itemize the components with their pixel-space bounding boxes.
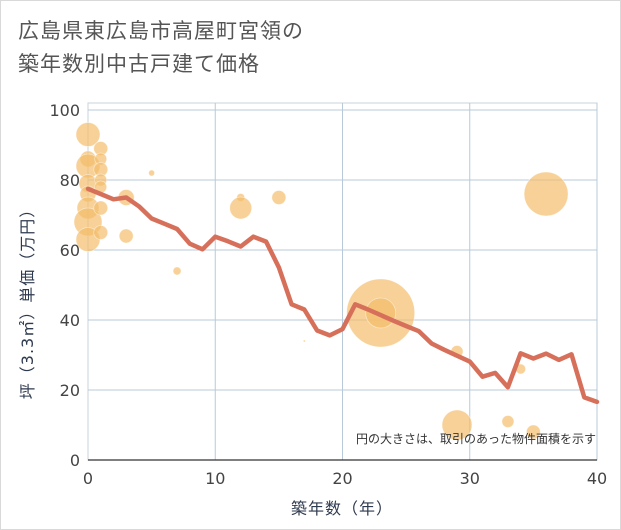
bubbles	[73, 122, 569, 441]
x-tick-label: 20	[332, 469, 352, 488]
x-tick-label: 40	[587, 469, 607, 488]
x-tick-label: 30	[460, 469, 480, 488]
bubble-size-note: 円の大きさは、取引のあった物件面積を示す	[356, 431, 596, 446]
scatter-bubble	[523, 171, 569, 217]
trend-line	[85, 186, 600, 405]
scatter-bubble	[172, 266, 182, 276]
y-tick-label: 100	[49, 101, 80, 120]
x-tick-label: 10	[205, 469, 225, 488]
y-tick-label: 60	[60, 241, 80, 260]
y-tick-label: 80	[60, 171, 80, 190]
x-axis-title: 築年数（年）	[291, 499, 393, 518]
scatter-bubble	[525, 424, 541, 440]
scatter-bubble	[93, 225, 109, 240]
scatter-bubble	[441, 409, 473, 441]
chart-title: 広島県東広島市高屋町宮領の 築年数別中古戸建て価格	[18, 15, 304, 81]
scatter-bubble	[302, 339, 306, 343]
scatter-bubble	[501, 415, 515, 428]
scatter-bubble	[75, 122, 101, 147]
scatter-bubble	[148, 169, 156, 177]
y-tick-label: 40	[60, 311, 80, 330]
scatter-bubble	[229, 196, 253, 220]
title-line-1: 広島県東広島市高屋町宮領の	[18, 19, 304, 43]
y-axis-title: 坪（3.3㎡）単価（万円）	[18, 201, 37, 399]
y-tick-label: 20	[60, 381, 80, 400]
y-tick-label: 0	[70, 451, 80, 470]
scatter-bubble	[271, 190, 287, 205]
avg-price-line	[85, 186, 600, 405]
tick-labels: 0 20 40 60 80 100 0 10 20 30 40	[49, 101, 607, 488]
scatter-bubble	[93, 200, 109, 216]
grid	[88, 103, 598, 461]
title-line-2: 築年数別中古戸建て価格	[18, 52, 260, 76]
scatter-bubble	[118, 228, 134, 244]
x-tick-label: 0	[83, 469, 93, 488]
